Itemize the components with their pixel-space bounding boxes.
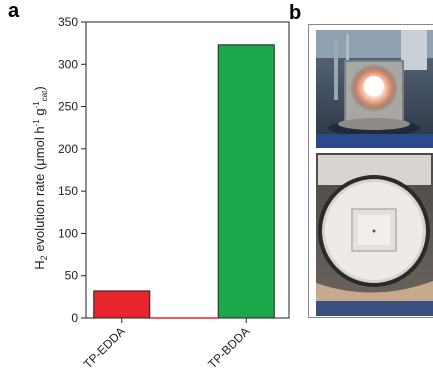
y-tick-label: 200 xyxy=(58,142,78,156)
panel-label-a: a xyxy=(8,0,20,22)
bar-tp-edda xyxy=(93,290,151,319)
x-tick-label: TP-EDDA xyxy=(81,324,128,371)
x-ticks: TP-EDDA TP-BDDA xyxy=(81,318,252,371)
y-tick-label: 50 xyxy=(65,269,79,283)
y-axis-label: H2 evolution rate (μmol h-1 g-1cat) xyxy=(32,86,49,269)
chart-bars xyxy=(93,44,275,319)
x-tick-label: TP-BDDA xyxy=(205,324,252,371)
panel-label-b: b xyxy=(289,2,302,24)
reactor-illuminated-image xyxy=(316,30,433,148)
y-tick-label: 300 xyxy=(58,57,78,71)
photo-reactor-open xyxy=(316,153,433,316)
y-tick-label: 350 xyxy=(58,15,78,29)
bar-chart: 0 50 100 150 200 250 300 350 TP-EDDA TP-BDDA H2 … xyxy=(32,15,290,371)
y-tick-label: 150 xyxy=(58,184,78,198)
y-tick-label: 250 xyxy=(58,100,78,114)
bar-tp-bdda xyxy=(217,44,275,319)
y-ticks: 0 50 100 150 200 250 300 350 xyxy=(58,15,86,325)
y-tick-label: 100 xyxy=(58,226,78,240)
y-tick-label: 0 xyxy=(71,311,78,325)
photo-reactor-illuminated xyxy=(316,30,433,148)
reactor-open-image xyxy=(316,153,433,316)
